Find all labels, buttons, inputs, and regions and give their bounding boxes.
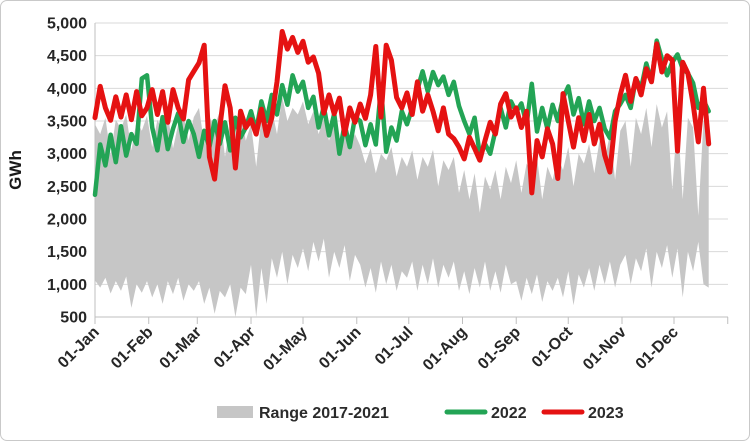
x-tick-label: 01-Jan bbox=[55, 324, 103, 372]
y-tick-label: 3,500 bbox=[47, 114, 87, 131]
y-axis-title: GWh bbox=[6, 150, 25, 190]
x-tick-label: 01-Jun bbox=[316, 324, 364, 372]
legend-label-range-2017-2021: Range 2017-2021 bbox=[259, 405, 389, 422]
legend-label-2023: 2023 bbox=[588, 405, 624, 422]
y-tick-label: 1,500 bbox=[47, 244, 87, 261]
series-2022-line bbox=[92, 38, 711, 198]
x-tick-label: 01-Jul bbox=[372, 324, 417, 369]
y-tick-label: 2,500 bbox=[47, 179, 87, 196]
x-tick-label: 01-Apr bbox=[211, 324, 259, 372]
y-tick-label: 500 bbox=[60, 310, 87, 327]
x-tick-label: 01-May bbox=[260, 324, 310, 374]
y-tick-label: 3,000 bbox=[47, 146, 87, 163]
y-tick-label: 1,000 bbox=[47, 277, 87, 294]
x-tick-label: 01-Aug bbox=[420, 324, 470, 374]
legend-label-2022: 2022 bbox=[491, 405, 527, 422]
x-tick-label: 01-Oct bbox=[529, 323, 577, 371]
x-tick-label: 01-Mar bbox=[157, 324, 205, 372]
y-tick-label: 5,000 bbox=[47, 16, 87, 33]
x-tick-label: 01-Feb bbox=[108, 324, 157, 373]
x-tick-label: 01-Dec bbox=[633, 324, 682, 373]
range-band-area bbox=[95, 96, 709, 317]
series-2023-line bbox=[92, 29, 712, 196]
x-tick-label: 01-Nov bbox=[580, 324, 630, 374]
y-tick-label: 4,000 bbox=[47, 81, 87, 98]
y-tick-label: 4,500 bbox=[47, 48, 87, 65]
x-tick-label: 01-Sep bbox=[475, 324, 524, 373]
legend-swatch-range bbox=[217, 406, 253, 418]
y-tick-label: 2,000 bbox=[47, 212, 87, 229]
